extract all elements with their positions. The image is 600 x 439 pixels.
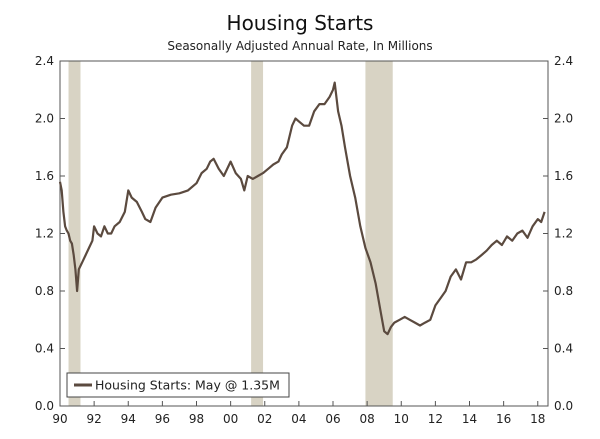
series-line-1 (58, 81, 546, 336)
legend-box (66, 372, 290, 398)
x-tick-label: 04 (291, 412, 306, 426)
y-tick-label-right: 2.4 (554, 54, 573, 68)
y-tick-label-left: 1.2 (35, 227, 54, 241)
y-tick-label-left: 0.8 (35, 284, 54, 298)
series-lines (58, 81, 546, 336)
chart-subtitle: Seasonally Adjusted Annual Rate, In Mill… (167, 39, 433, 53)
x-tick-label: 18 (530, 412, 545, 426)
recession-band-3 (365, 61, 393, 406)
y-tick-label-left: 2.4 (35, 54, 54, 68)
x-tick-label: 02 (257, 412, 272, 426)
y-tick-label-right: 0.0 (554, 399, 573, 413)
y-tick-label-right: 2.0 (554, 112, 573, 126)
plot-frame (59, 60, 549, 407)
recession-band-2 (251, 61, 264, 406)
x-tick-label: 92 (86, 412, 101, 426)
x-tick-label: 08 (359, 412, 374, 426)
x-tick-label: 94 (121, 412, 136, 426)
x-tick-label: 96 (155, 412, 170, 426)
recession-bands (68, 61, 393, 406)
y-tick-label-right: 0.8 (554, 284, 573, 298)
axis-ticks: 0.0 0.0 0.4 0.4 0.8 0.8 1.2 1.2 1.6 1.6 2.0 2.0 2.4 2… (35, 54, 573, 426)
y-tick-label-left: 1.6 (35, 169, 54, 183)
y-tick-label-left: 2.0 (35, 112, 54, 126)
y-tick-label-left: 0.4 (35, 342, 54, 356)
y-tick-label-right: 1.2 (554, 227, 573, 241)
x-tick-label: 10 (394, 412, 409, 426)
x-tick-label: 06 (325, 412, 340, 426)
x-tick-label: 98 (189, 412, 204, 426)
x-tick-label: 00 (223, 412, 238, 426)
x-tick-label: 14 (462, 412, 477, 426)
legend-label: Housing Starts: May @ 1.35M (95, 378, 280, 393)
y-tick-label-right: 1.6 (554, 169, 573, 183)
chart-title: Housing Starts (226, 11, 374, 35)
x-tick-label: 90 (52, 412, 67, 426)
x-tick-label: 12 (428, 412, 443, 426)
x-tick-label: 16 (496, 412, 511, 426)
y-tick-label-right: 0.4 (554, 342, 573, 356)
recession-band-1 (68, 61, 81, 406)
legend: Housing Starts: May @ 1.35M (66, 372, 290, 398)
y-tick-label-left: 0.0 (35, 399, 54, 413)
